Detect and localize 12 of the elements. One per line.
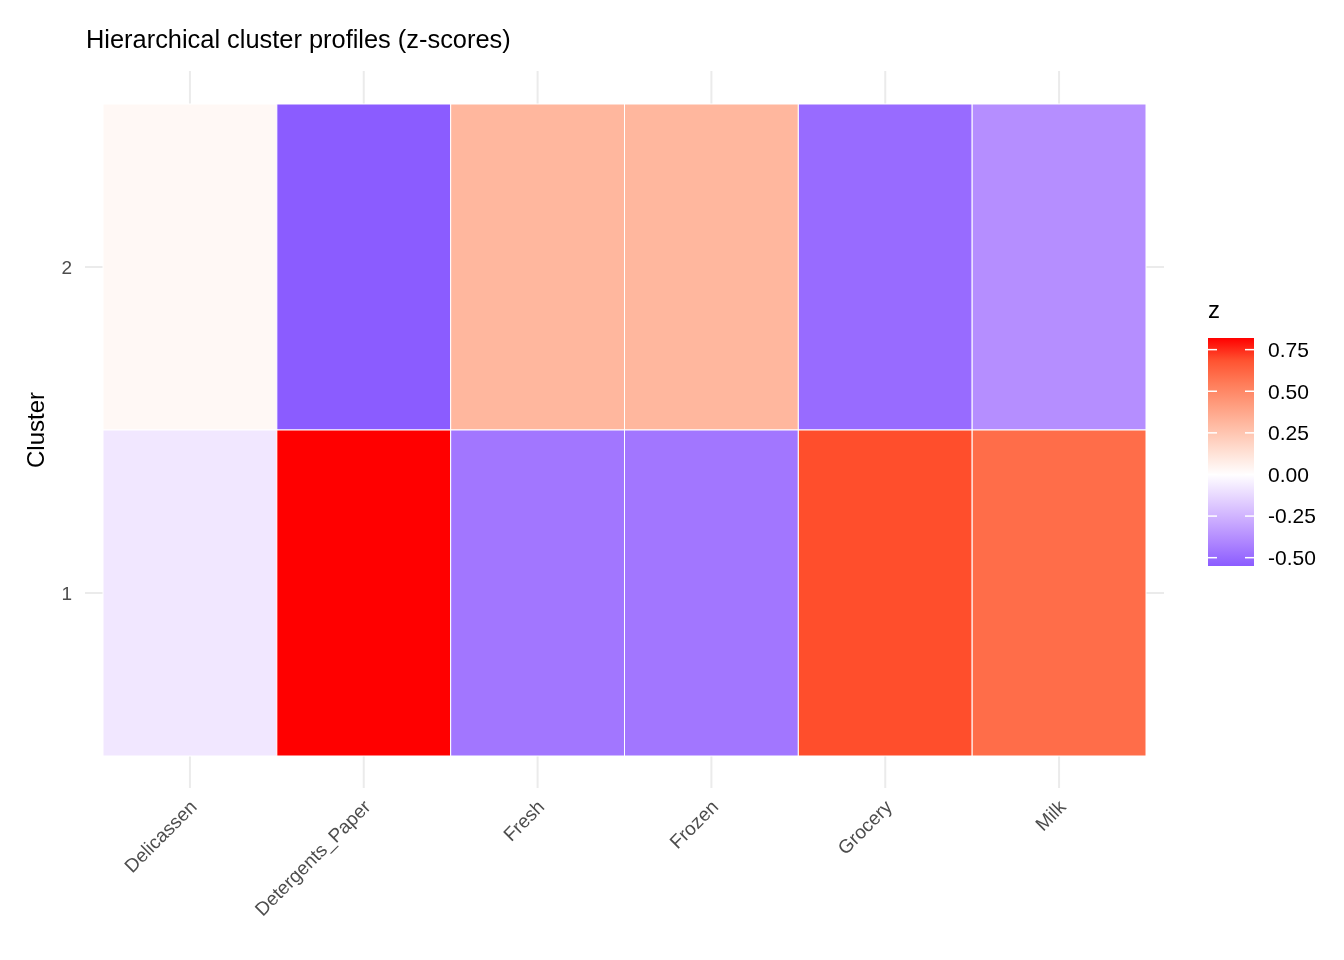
color-bar-title: z [1208,296,1220,323]
y-axis-title: Cluster [22,391,49,469]
color-bar-label: 0.50 [1268,379,1309,403]
color-bar-label: -0.25 [1268,504,1316,528]
color-bar-label: 0.00 [1268,462,1309,486]
color-bar-label: -0.50 [1268,546,1316,570]
chart-title: Hierarchical cluster profiles (z-scores) [86,25,511,53]
color-bar-label: 0.75 [1268,338,1309,361]
y-tick-label: 2 [61,256,72,278]
y-tick-label: 1 [61,582,72,604]
color-bar-label: 0.25 [1268,421,1309,445]
x-tick-label: Milk [1031,795,1071,835]
